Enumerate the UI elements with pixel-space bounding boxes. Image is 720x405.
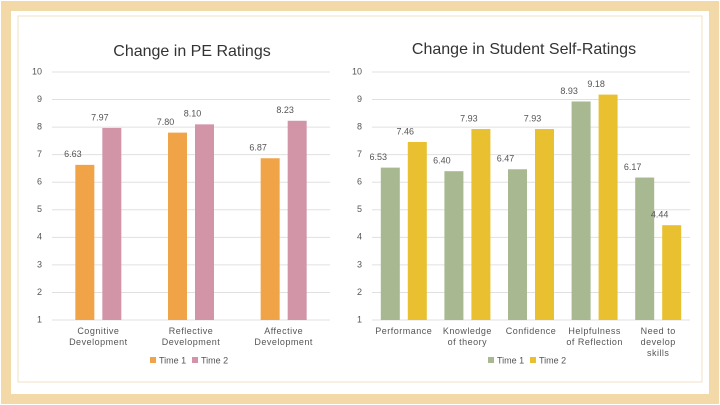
value-label: 6.63 — [64, 149, 82, 159]
bar — [662, 225, 682, 320]
value-label: 6.53 — [370, 152, 388, 162]
bar — [444, 171, 464, 320]
legend-swatch — [150, 357, 156, 363]
y-tick-label: 1 — [357, 314, 362, 324]
bar — [287, 120, 307, 320]
bar — [598, 94, 618, 321]
value-label: 6.87 — [249, 143, 267, 153]
bar — [102, 127, 122, 320]
y-tick-label: 3 — [37, 259, 42, 269]
bar — [508, 169, 527, 320]
y-tick-label: 9 — [37, 94, 42, 104]
y-tick-label: 9 — [357, 94, 362, 104]
x-tick-label: Reflective Development — [161, 326, 221, 347]
value-label: 8.93 — [560, 86, 578, 96]
value-label: 4.44 — [651, 210, 669, 220]
chart-title: Change in Student Self-Ratings — [412, 41, 636, 58]
value-label: 7.97 — [91, 112, 109, 122]
y-tick-label: 4 — [37, 232, 42, 242]
x-tick-label: Need to develop skills — [640, 326, 676, 358]
x-tick-label: Knowledge of theory — [442, 326, 492, 347]
x-tick-label: Affective Development — [254, 326, 313, 347]
y-tick-label: 6 — [37, 177, 42, 187]
value-label: 9.18 — [587, 79, 605, 89]
value-label: 8.10 — [184, 109, 202, 119]
y-tick-label: 2 — [357, 287, 362, 297]
y-tick-label: 4 — [357, 232, 362, 242]
x-tick-label: Helpfulness of Reflection — [566, 326, 623, 347]
y-tick-label: 6 — [357, 177, 362, 187]
legend-label: Time 2 — [201, 355, 228, 365]
y-tick-label: 1 — [37, 314, 42, 324]
y-tick-label: 7 — [37, 149, 42, 159]
x-tick-label: Cognitive Development — [69, 326, 128, 347]
bar — [635, 177, 655, 320]
legend-label: Time 2 — [539, 355, 566, 365]
bar — [407, 141, 427, 320]
bar — [168, 132, 187, 320]
value-label: 6.17 — [624, 162, 642, 172]
y-tick-label: 8 — [37, 121, 42, 131]
bar — [260, 158, 280, 320]
bar — [471, 129, 491, 320]
y-tick-label: 2 — [37, 287, 42, 297]
bar — [380, 167, 400, 320]
value-label: 8.23 — [276, 105, 294, 115]
y-tick-label: 10 — [352, 66, 362, 76]
bar — [571, 101, 591, 321]
bar — [195, 124, 214, 320]
value-label: 7.93 — [524, 113, 542, 123]
legend-swatch — [530, 357, 536, 363]
y-tick-label: 7 — [357, 149, 362, 159]
legend-label: Time 1 — [497, 355, 524, 365]
y-tick-label: 10 — [32, 66, 42, 76]
value-label: 7.93 — [460, 113, 478, 123]
legend-swatch — [488, 357, 494, 363]
value-label: 7.80 — [157, 117, 175, 127]
x-tick-label: Performance — [375, 326, 433, 336]
legend-swatch — [192, 357, 198, 363]
value-label: 6.40 — [433, 156, 451, 166]
x-tick-label: Confidence — [505, 326, 557, 336]
y-tick-label: 8 — [357, 121, 362, 131]
legend-label: Time 1 — [159, 355, 186, 365]
y-tick-label: 5 — [37, 204, 42, 214]
bar — [75, 164, 95, 320]
chart-title: Change in PE Ratings — [113, 43, 270, 60]
y-tick-label: 3 — [357, 259, 362, 269]
y-tick-label: 5 — [357, 204, 362, 214]
value-label: 6.47 — [497, 154, 515, 164]
bar — [535, 129, 554, 320]
value-label: 7.46 — [397, 126, 415, 136]
